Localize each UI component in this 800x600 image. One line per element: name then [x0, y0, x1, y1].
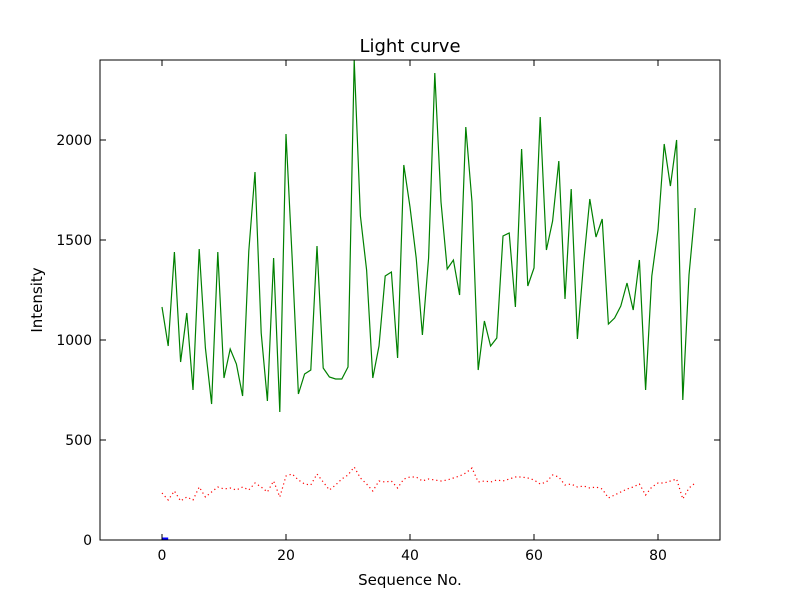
- series-line-red-dotted: [161, 465, 696, 502]
- chart-title: Light curve: [359, 36, 460, 57]
- axis-ticks: 0 20 40 60 80 0 500 1000 1500 2000: [56, 60, 720, 564]
- y-tick-label: 1500: [56, 233, 92, 249]
- y-tick-label: 0: [83, 533, 92, 549]
- series-line-green: [161, 60, 696, 413]
- x-tick-label: 0: [158, 548, 167, 564]
- x-tick-label: 60: [525, 548, 543, 564]
- y-tick-label: 500: [65, 433, 92, 449]
- y-tick-label: 1000: [56, 333, 92, 349]
- plot-frame: [99, 59, 721, 541]
- y-tick-label: 2000: [56, 133, 92, 149]
- x-tick-label: 20: [277, 548, 295, 564]
- y-axis-label: Intensity: [28, 267, 46, 332]
- x-tick-label: 40: [401, 548, 419, 564]
- x-axis-label: Sequence No.: [358, 571, 462, 589]
- plot-area: [161, 60, 696, 540]
- x-tick-label: 80: [649, 548, 667, 564]
